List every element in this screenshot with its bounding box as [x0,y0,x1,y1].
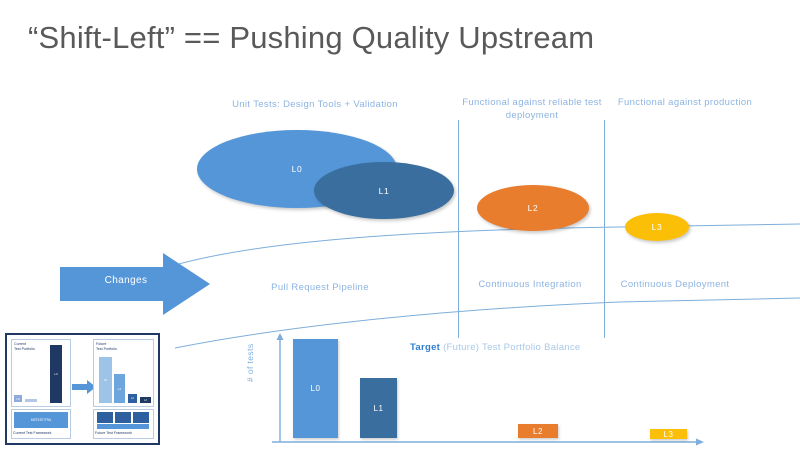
test-portfolio-bar-chart: # of tests Target (Future) Test Portfoli… [245,330,710,450]
stage-label-continuous-deployment: Continuous Deployment [620,279,730,290]
chart-title-rest: (Future) Test Portfolio Balance [440,342,581,353]
thumb-future-title-line2: Test Portfolio [96,347,117,351]
thumb-future-title-line1: Future [96,342,107,346]
bar-l1: L1 [360,378,397,438]
changes-arrow-icon [60,253,212,315]
stage-label-pull-request-pipeline: Pull Request Pipeline [271,282,369,293]
thumb-current-bar-l0: L0 [14,395,22,402]
thumb-current-bar-l1l2 [25,399,37,402]
bar-l2-label: L2 [533,426,543,436]
thumb-future-bar-l1: L1 [114,374,125,403]
thumb-future-bar-l0: L0 [99,357,112,403]
chart-title-emphasis: Target [410,342,441,353]
chart-title: Target (Future) Test Portfolio Balance [410,342,581,353]
funnel-curves [174,223,800,349]
bar-l3: L3 [650,429,687,439]
thumb-future-framework-cell-1 [97,412,113,423]
bar-l0: L0 [293,339,338,438]
column-header-functional-reliable: Functional against reliable test deploym… [462,97,602,121]
bar-l2: L2 [518,424,558,438]
thumb-current-title-line1: Current [14,342,26,346]
thumb-current-framework-box: MSTEST/TRA [14,412,68,428]
bubble-l1: L1 [314,162,454,219]
chart-y-axis-label: # of tests [245,343,255,383]
thumb-future-framework-cell-3 [133,412,149,423]
bar-l1-label: L1 [373,403,384,413]
thumb-future-framework-cell-2 [115,412,131,423]
column-header-unit-tests: Unit Tests: Design Tools + Validation [232,99,398,110]
bar-l3-label: L3 [663,429,674,439]
thumb-future-framework-bar [97,424,149,429]
thumb-current-bar-l3: L3 [50,345,62,403]
thumb-transition-arrow-icon [72,380,96,394]
thumb-future-framework-caption: Future Test Framework [95,431,132,435]
bubble-l3: L3 [625,213,689,241]
changes-label: Changes [104,275,148,286]
bubble-l3-label: L3 [651,222,663,232]
column-header-functional-production: Functional against production [617,97,753,108]
bubble-l2: L2 [477,185,589,231]
thumb-current-title-line2: Test Portfolio [14,347,35,351]
column-divider-2 [604,120,605,338]
thumb-future-bar-l2: L2 [128,394,137,403]
stage-label-continuous-integration: Continuous Integration [478,279,582,290]
column-divider-1 [458,120,459,338]
bar-l0-label: L0 [310,384,321,393]
bubble-l2-label: L2 [527,203,539,213]
bubble-l0-label: L0 [291,164,303,174]
bubble-l1-label: L1 [378,185,390,196]
page-title: “Shift-Left” == Pushing Quality Upstream [28,20,595,55]
thumb-future-bar-l3: L3 [140,397,151,403]
test-portfolio-thumbnail: Current Test Portfolio L3 L0 MSTEST/TRA … [5,333,160,445]
thumb-current-framework-caption: Current Test Framework [13,431,52,435]
